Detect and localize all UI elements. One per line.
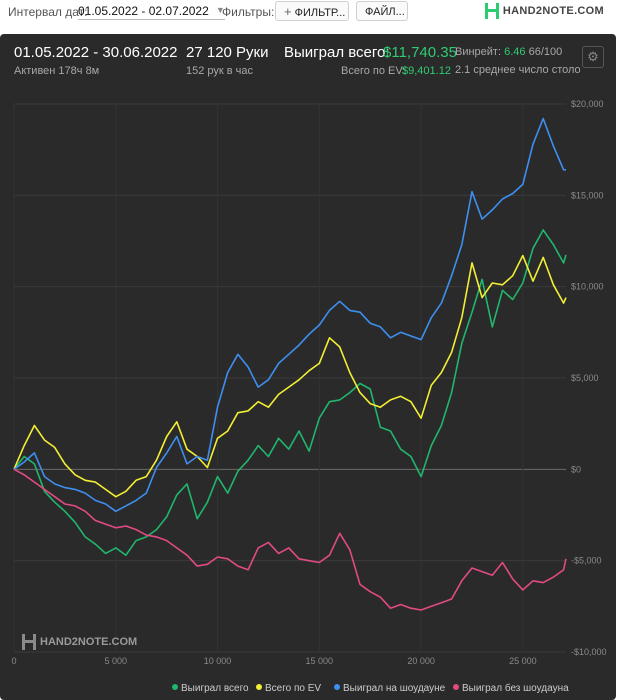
legend-dot [256, 684, 262, 691]
x-tick-label: 0 [11, 656, 16, 666]
filter-button-label: ФИЛЬТР... [294, 7, 346, 19]
legend-label: Выиграл всего [181, 683, 249, 694]
winrate-suffix: 66/100 [528, 46, 563, 58]
winrate-value: 6.46 [504, 46, 526, 58]
y-tick-label: $15,000 [571, 190, 604, 200]
y-tick-label: $5,000 [571, 373, 599, 383]
legend-item-won[interactable]: Выиграл всего [172, 683, 249, 694]
x-tick-label: 10 000 [204, 656, 232, 666]
legend-dot [334, 684, 340, 691]
hand2note-logo-icon [484, 3, 499, 19]
brand-logo: HAND2NOTE.COM [484, 3, 604, 19]
series-line-1 [13, 254, 567, 498]
won-total-label: Выиграл всего: [284, 44, 390, 61]
legend-label: Выиграл без шоудауна [462, 683, 569, 694]
gear-icon[interactable]: ⚙ [582, 46, 604, 68]
series-line-2 [13, 117, 566, 513]
winrate: Винрейт: 6.46 66/100 [455, 46, 562, 58]
legend-item-nonshowdown[interactable]: Выиграл без шоудауна [453, 683, 569, 694]
watermark-text: HAND2NOTE.COM [40, 636, 138, 648]
y-tick-label: -$5,000 [571, 556, 602, 566]
date-range-value: 01.05.2022 - 02.07.2022 [78, 4, 209, 18]
x-tick-label: 25 000 [509, 656, 537, 666]
y-tick-label: $20,000 [571, 99, 604, 109]
legend-label: Выиграл на шоудауне [343, 683, 446, 694]
y-tick-label: $0 [571, 464, 581, 474]
y-tick-label: $10,000 [571, 282, 604, 292]
chart-legend: Выиграл всего Всего по EV Выиграл на шоу… [0, 680, 618, 698]
ev-total-value: $9,401.12 [402, 65, 451, 77]
x-axis-ticks: 0 5 000 10 000 15 000 20 000 25 000 [11, 656, 536, 666]
series-line-3 [13, 468, 567, 611]
active-time: Активен 178ч 8м [14, 65, 100, 77]
ev-total-label: Всего по EV: [341, 65, 406, 77]
chart-grid [13, 103, 566, 653]
filters-label: Фильтры: [222, 5, 275, 19]
chart-watermark: HAND2NOTE.COM [22, 634, 137, 650]
period-value: 01.05.2022 - 30.06.2022 [14, 44, 178, 61]
legend-item-ev[interactable]: Всего по EV [256, 683, 321, 694]
legend-dot [172, 684, 178, 691]
series-lines [13, 117, 567, 611]
y-axis-ticks: $20,000 $15,000 $10,000 $5,000 $0 -$5,000 -$10… [571, 99, 607, 657]
hands-per-hour: 152 рук в час [186, 65, 254, 77]
date-range-label: Интервал дат: [8, 5, 88, 19]
top-toolbar: Интервал дат: 01.05.2022 - 02.07.2022 ▼ … [0, 0, 618, 24]
graph-panel: 01.05.2022 - 30.06.2022 Активен 178ч 8м … [0, 34, 616, 700]
series-line-0 [13, 229, 567, 557]
winrate-label: Винрейт: [455, 46, 502, 58]
legend-dot [453, 684, 459, 691]
won-total-value: $11,740.35 [383, 44, 457, 61]
avg-tables: 2.1 среднее число столо [455, 64, 581, 76]
brand-text: HAND2NOTE.COM [502, 5, 604, 17]
legend-item-showdown[interactable]: Выиграл на шоудауне [334, 683, 445, 694]
plus-icon: + [284, 4, 292, 19]
chevron-down-icon: ▼ [215, 5, 225, 15]
hand2note-watermark-icon [22, 634, 36, 650]
file-button[interactable]: ФАЙЛ... [356, 1, 408, 21]
legend-label: Всего по EV [265, 683, 322, 694]
x-tick-label: 5 000 [105, 656, 128, 666]
filter-button[interactable]: + ФИЛЬТР... [275, 1, 349, 21]
hands-count: 27 120 Руки [186, 44, 269, 61]
x-tick-label: 15 000 [306, 656, 334, 666]
y-tick-label: -$10,000 [571, 647, 607, 657]
file-button-label: ФАЙЛ... [365, 6, 405, 18]
x-tick-label: 20 000 [407, 656, 435, 666]
date-range-select[interactable]: 01.05.2022 - 02.07.2022 ▼ [78, 4, 225, 20]
